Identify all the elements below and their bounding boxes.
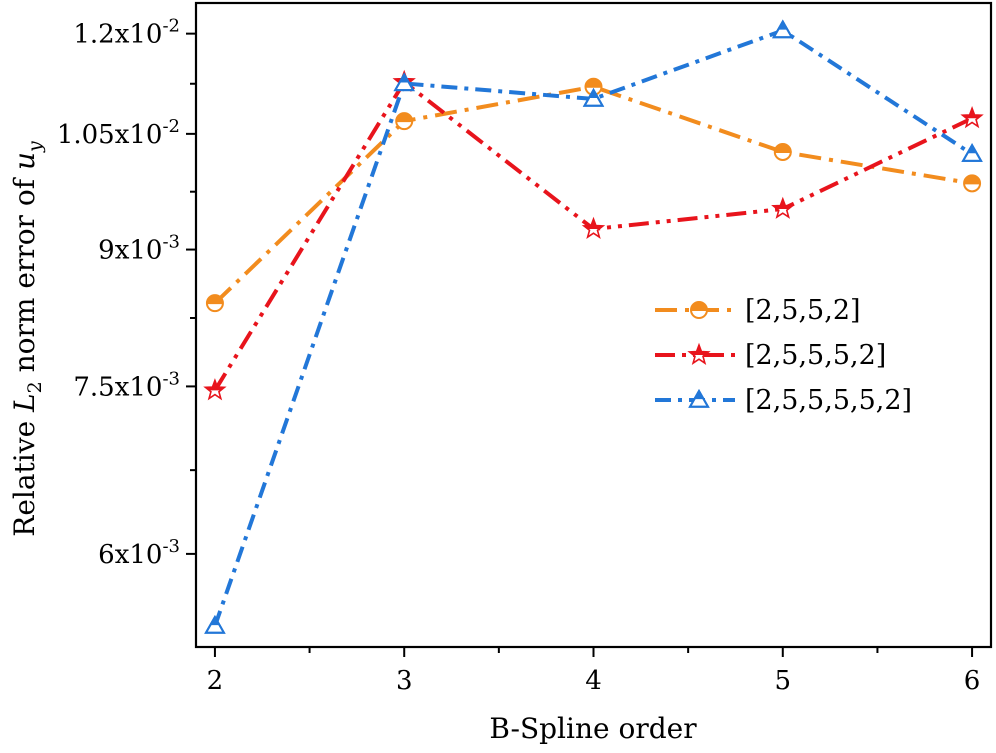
- y-axis-title-variable: u: [8, 152, 41, 170]
- marker-star-top-half: [583, 219, 604, 229]
- series-1: [205, 77, 982, 313]
- legend-item: [2,5,5,5,5,2]: [655, 385, 912, 416]
- marker-circle-top-half: [691, 302, 707, 310]
- data-point: [204, 615, 226, 634]
- legend-item: [2,5,5,2]: [655, 295, 861, 326]
- legend-item: [2,5,5,5,2]: [655, 340, 886, 371]
- data-point: [960, 106, 984, 129]
- x-tick-label: 3: [396, 666, 413, 696]
- marker-circle-top-half: [585, 78, 602, 87]
- series-line: [213, 84, 973, 305]
- y-tick-label: 7.5x10-3: [73, 368, 180, 402]
- marker-triangle-top-half: [399, 74, 409, 83]
- marker-star-top-half: [962, 108, 982, 119]
- marker-triangle-border: [961, 143, 983, 162]
- y-axis-title: Relative L2 norm error of uy: [8, 141, 46, 537]
- data-point: [393, 72, 415, 92]
- marker-circle-top-half: [206, 295, 223, 304]
- y-tick-label: 1.05x10-2: [57, 116, 180, 150]
- data-point: [772, 19, 794, 39]
- data-point: [963, 174, 982, 193]
- y-tick-label: 9x10-3: [98, 232, 180, 266]
- x-tick-label: 2: [207, 666, 224, 696]
- legend-marker: [688, 388, 710, 408]
- y-axis-title-variable-subscript: y: [24, 141, 46, 153]
- y-axis-title-symbol: L: [8, 393, 41, 413]
- data-point: [773, 142, 792, 161]
- legend-label: [2,5,5,5,5,2]: [745, 385, 912, 416]
- marker-triangle-top-half: [694, 391, 704, 400]
- y-axis-title-subscript: 2: [24, 381, 46, 393]
- y-axis-title-prefix: Relative: [8, 412, 41, 537]
- legend-marker: [690, 301, 708, 319]
- y-axis: 1.2x10-2 1.05x10-2 9x10-3 7.5x10-3 6x10-3: [57, 16, 196, 570]
- data-point: [582, 87, 605, 107]
- series-line: [213, 28, 974, 627]
- marker-triangle-border: [393, 72, 415, 92]
- y-tick-label: 6x10-3: [98, 536, 180, 570]
- marker-triangle-border: [204, 615, 226, 634]
- data-point: [203, 378, 227, 401]
- marker-circle-top-half: [964, 175, 981, 184]
- marker-star-top-half: [689, 345, 709, 355]
- x-tick-label: 4: [585, 666, 602, 696]
- marker-circle-top-half: [396, 113, 413, 122]
- x-tick-label: 6: [964, 666, 981, 696]
- series-3: [204, 19, 983, 634]
- data-point: [961, 143, 983, 162]
- x-tick-label: 5: [775, 666, 792, 696]
- marker-triangle-border: [688, 388, 710, 408]
- series-layer: [203, 19, 984, 634]
- x-axis-title: B-Spline order: [489, 712, 697, 745]
- y-tick-label: 1.2x10-2: [73, 16, 180, 50]
- marker-star-top-half: [773, 198, 793, 209]
- marker-circle-top-half: [774, 143, 791, 152]
- legend-label: [2,5,5,5,2]: [745, 340, 886, 371]
- data-point: [771, 196, 795, 219]
- legend: [2,5,5,2] [2,5,5,5,2] [2,5,5,5,5,2]: [655, 295, 912, 416]
- marker-triangle-top-half: [778, 21, 788, 30]
- x-axis: 2 3 4 5 6: [207, 647, 981, 696]
- y-axis-title-middle: norm error of: [8, 170, 41, 381]
- marker-triangle-top-half: [210, 617, 220, 626]
- marker-star-top-half: [205, 380, 225, 391]
- legend-marker: [687, 342, 711, 365]
- data-point: [581, 216, 606, 239]
- marker-triangle-border: [772, 19, 794, 39]
- data-point: [395, 112, 414, 131]
- marker-triangle-top-half: [967, 145, 977, 154]
- data-point: [205, 294, 224, 313]
- marker-triangle-border: [582, 87, 605, 107]
- marker-triangle-top-half: [588, 89, 599, 99]
- legend-label: [2,5,5,2]: [745, 295, 861, 326]
